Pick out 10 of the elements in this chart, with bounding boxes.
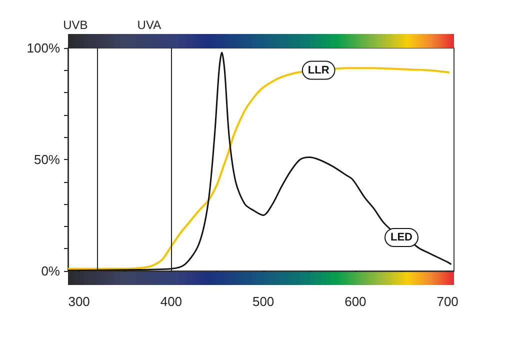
ref-line-label: UVB xyxy=(63,18,88,32)
y-tick-label: 50% xyxy=(34,152,60,167)
x-tick-label: 300 xyxy=(68,294,90,309)
x-tick-label: 500 xyxy=(252,294,274,309)
y-tick-label: 0% xyxy=(41,264,60,278)
x-tick-label: 600 xyxy=(344,294,366,309)
x-tick-label: 400 xyxy=(160,294,182,309)
y-tick-label: 100% xyxy=(26,40,60,56)
ref-line-label: UVA xyxy=(137,18,162,32)
x-tick-label: 700 xyxy=(436,294,458,309)
